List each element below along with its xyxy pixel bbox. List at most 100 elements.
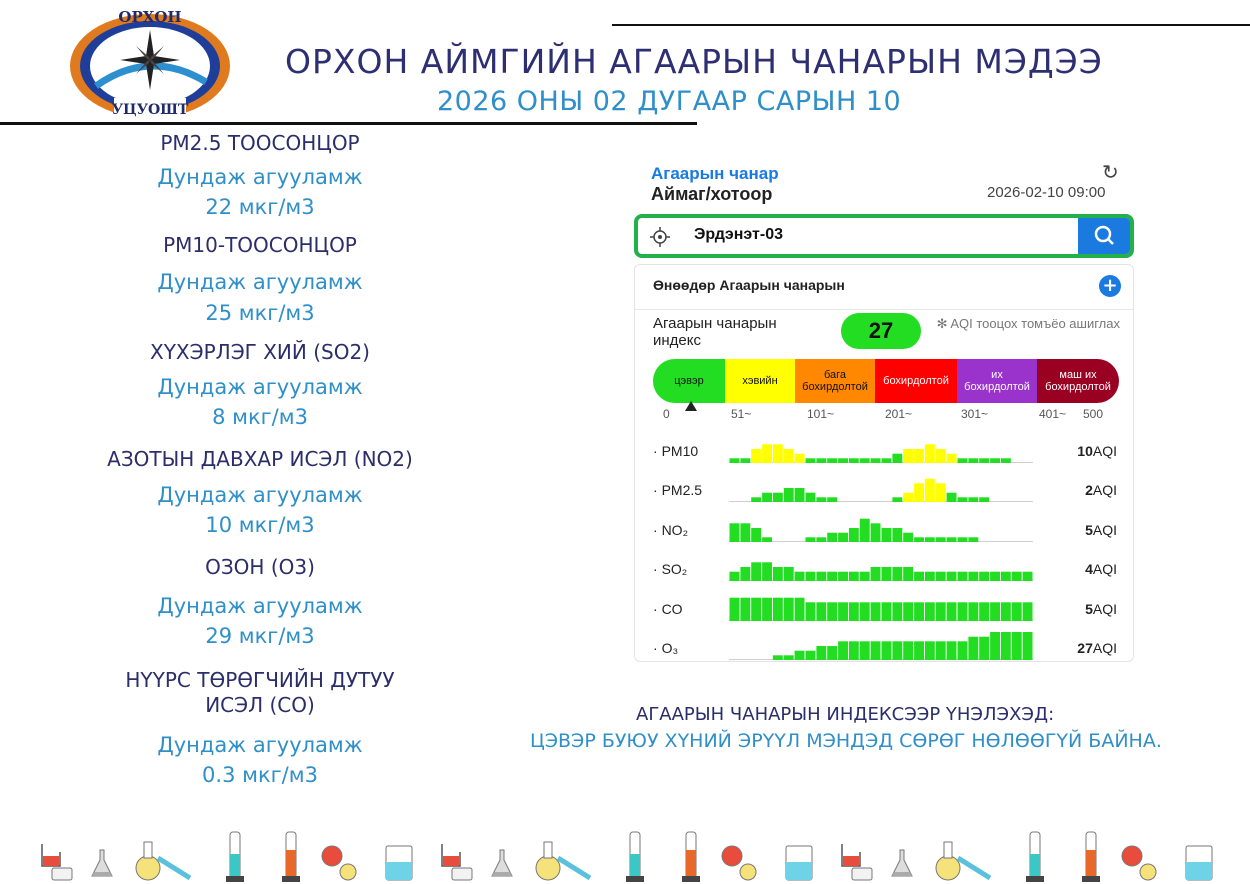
hour-bar — [859, 571, 870, 581]
so2-label: Дундаж агууламж — [157, 375, 363, 399]
hour-bar — [751, 497, 762, 502]
pm10-heading: PM10-ТООСОНЦОР — [163, 233, 357, 257]
so2-bar-chart — [729, 562, 1033, 581]
scale-polluted: бохирдолтой — [875, 359, 957, 403]
aqi-formula-note[interactable]: ✻ AQI тооцох томъёо ашиглах — [936, 316, 1120, 331]
hour-bar — [914, 571, 924, 581]
flask-icon — [91, 849, 113, 877]
air-quality-app-panel: Агаарын чанар Аймаг/хотоор ↻ 2026-02-10 … — [634, 152, 1134, 662]
hour-bar — [1000, 458, 1011, 463]
hour-bar — [838, 532, 848, 542]
hour-bar — [848, 571, 859, 581]
hour-bar — [935, 571, 946, 581]
hour-bar — [762, 562, 772, 581]
hour-bar — [979, 458, 990, 463]
hour-bar — [968, 602, 979, 621]
card-divider — [635, 309, 1133, 310]
page-date: 2026 ОНЫ 02 ДУГААР САРЫН 10 — [437, 86, 902, 117]
hour-bar — [772, 444, 783, 463]
top-decor-line — [612, 24, 1250, 26]
row-aqi-unit: AQI — [1092, 640, 1117, 656]
hour-bar — [924, 444, 935, 463]
hour-bar — [946, 571, 957, 581]
hour-bar — [957, 497, 968, 502]
scale-low-polluted-label: бага бохирдолтой — [802, 369, 868, 393]
pollutant-row-co[interactable]: · CO 5AQI — [635, 591, 1135, 627]
hour-bar — [762, 492, 772, 502]
pollutant-row-pm10[interactable]: · PM10 10AQI — [635, 433, 1135, 469]
hour-bar — [751, 562, 762, 581]
hour-bar — [729, 523, 740, 542]
aqi-scale: цэвэр хэвийн бага бохирдолтой бохирдолто… — [653, 359, 1119, 403]
row-aqi-value: 5 — [1085, 601, 1093, 617]
hour-bar — [805, 602, 816, 621]
co-heading-line1: НҮҮРС ТӨРӨГЧИЙН ДУТУУ — [125, 668, 395, 692]
hour-bar — [827, 497, 838, 502]
row-name: · CO — [653, 601, 683, 617]
hour-bar — [881, 641, 892, 660]
hour-bar — [859, 602, 870, 621]
pollutant-row-o3[interactable]: · O₃ 27AQI — [635, 630, 1135, 666]
hour-bar — [740, 458, 751, 463]
search-button[interactable] — [1078, 218, 1130, 254]
hour-bar — [881, 567, 892, 581]
refresh-icon[interactable]: ↻ — [1102, 160, 1119, 184]
co-heading-line2: ИСЭЛ (CO) — [205, 693, 315, 717]
page-title: ОРХОН АЙМГИЙН АГААРЫН ЧАНАРЫН МЭДЭЭ — [285, 42, 1103, 81]
row-name-text: PM10 — [661, 443, 699, 459]
hour-bar — [914, 537, 924, 542]
scale-low-polluted: бага бохирдолтой — [795, 359, 875, 403]
row-aqi-value: 4 — [1085, 561, 1093, 577]
hour-bar — [848, 528, 859, 542]
test-tube-icon — [226, 831, 244, 882]
no2-heading: АЗОТЫН ДАВХАР ИСЭЛ (NO2) — [107, 447, 413, 471]
hour-bar — [838, 641, 848, 660]
aqi-label: Агаарын чанарын индекс — [653, 315, 777, 349]
so2-value: 8 мкг/м3 — [212, 405, 308, 429]
pm10-value: 25 мкг/м3 — [205, 301, 315, 325]
hour-bar — [957, 602, 968, 621]
scale-clean: цэвэр — [653, 359, 725, 403]
hour-bar — [783, 567, 794, 581]
hour-bar — [762, 444, 772, 463]
hour-bar — [783, 449, 794, 463]
o3-bar-chart — [729, 632, 1033, 660]
pollutant-row-so2[interactable]: · SO₂ 4AQI — [635, 551, 1135, 587]
app-subtitle: Аймаг/хотоор — [651, 184, 773, 204]
hour-bar — [772, 655, 783, 660]
row-name-text: CO — [661, 601, 683, 617]
row-name-text: O₃ — [661, 640, 679, 656]
o3-label: Дундаж агууламж — [157, 594, 363, 618]
hour-bar — [751, 597, 762, 621]
station-search-input[interactable]: Эрдэнэт-03 — [694, 226, 783, 243]
scale-very-high-polluted: маш их бохирдолтой — [1037, 359, 1119, 403]
station-search-bar[interactable]: Эрдэнэт-03 — [634, 214, 1134, 258]
plus-icon[interactable]: + — [1099, 275, 1121, 297]
location-target-icon[interactable] — [650, 227, 670, 247]
row-name-text: SO₂ — [661, 561, 688, 577]
hour-bar — [729, 571, 740, 581]
o3-value: 29 мкг/м3 — [205, 624, 315, 648]
hour-bar — [859, 458, 870, 463]
hour-bar — [881, 528, 892, 542]
logo-bottom-text: УЦУОШТ — [112, 102, 189, 118]
tick-51: 51~ — [731, 407, 752, 421]
hour-bar — [870, 567, 881, 581]
scale-very-high-polluted-label: маш их бохирдолтой — [1045, 369, 1111, 393]
hour-bar — [946, 537, 957, 542]
pollutant-row-no2[interactable]: · NO₂ 5AQI — [635, 512, 1135, 548]
hour-bar — [870, 641, 881, 660]
pollutant-row-pm25[interactable]: · PM2.5 2AQI — [635, 472, 1135, 508]
hour-bar — [914, 641, 924, 660]
scale-normal: хэвийн — [725, 359, 795, 403]
tick-401: 401~ — [1039, 407, 1067, 421]
hour-bar — [1011, 571, 1022, 581]
tick-0: 0 — [663, 407, 670, 421]
hour-bar — [957, 641, 968, 660]
tick-101: 101~ — [807, 407, 835, 421]
no2-bar-chart — [729, 518, 1033, 542]
hour-bar — [783, 655, 794, 660]
hour-bar — [783, 597, 794, 621]
scale-high-polluted-label: их бохирдолтой — [964, 369, 1030, 393]
hour-bar — [892, 641, 903, 660]
